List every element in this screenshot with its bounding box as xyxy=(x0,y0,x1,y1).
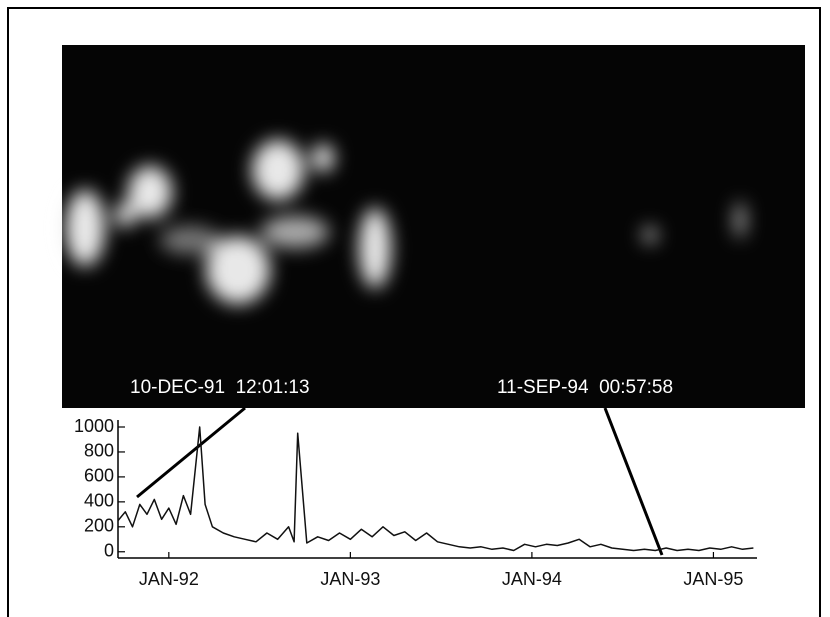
y-tick-label: 0 xyxy=(104,541,114,561)
x-tick-label: JAN-93 xyxy=(320,569,380,589)
x-tick-label: JAN-95 xyxy=(683,569,743,589)
annotation: 11-SEP-94 00:57:58 xyxy=(497,377,673,398)
y-tick-label: 1000 xyxy=(74,416,114,436)
y-tick-label: 400 xyxy=(84,491,114,511)
pointer-line xyxy=(605,408,662,555)
annotation: 10-DEC-91 12:01:13 xyxy=(130,377,310,398)
y-tick-label: 600 xyxy=(84,466,114,486)
x-tick-label: JAN-94 xyxy=(502,569,562,589)
x-tick-label: JAN-92 xyxy=(139,569,199,589)
data-line xyxy=(118,427,753,551)
figure: 10-DEC-91 12:01:13 11-SEP-94 00:57:58 0 2… xyxy=(0,0,830,617)
y-tick-label: 200 xyxy=(84,516,114,536)
solar-image xyxy=(62,45,805,408)
y-tick-label: 800 xyxy=(84,441,114,461)
pointer-line xyxy=(137,408,245,497)
